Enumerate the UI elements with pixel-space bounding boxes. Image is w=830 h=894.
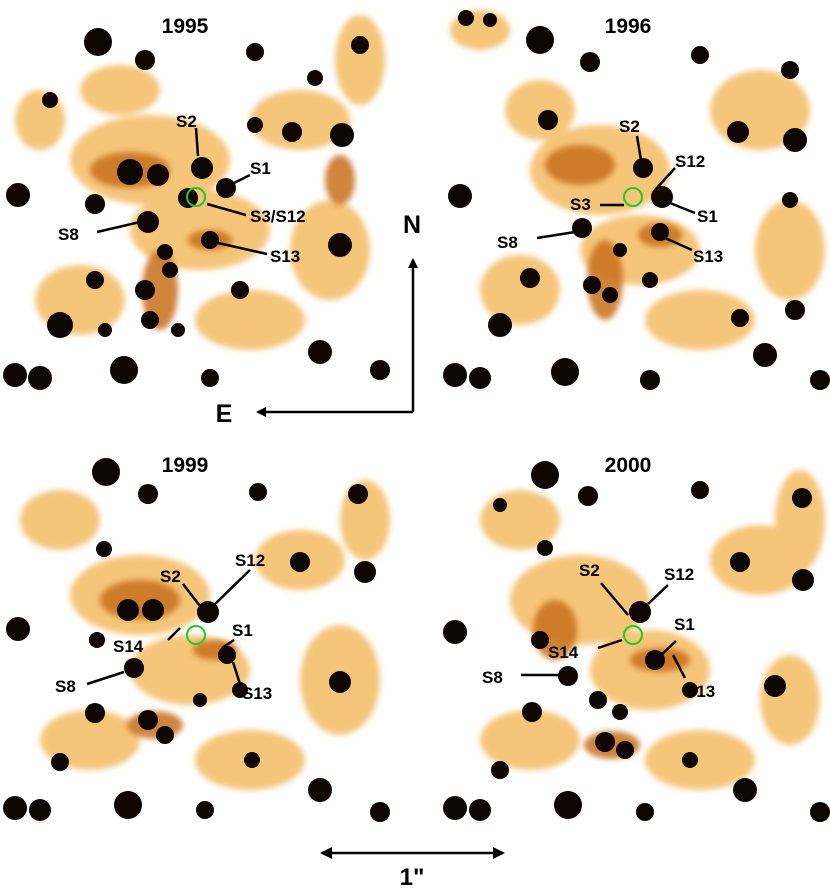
panel-1996: 1996 S2 S12 S3 S1 S8 S13	[442, 2, 830, 390]
star-label-s13: S13	[685, 682, 715, 701]
star-label-s1: S1	[674, 615, 695, 634]
label-lines	[96, 127, 268, 256]
diffuse-emission	[480, 470, 825, 790]
star-label-s14: S14	[548, 643, 579, 662]
star-label-s8: S8	[55, 677, 76, 696]
star-label-s12: S12	[675, 152, 705, 171]
sgr-a-marker	[186, 625, 206, 645]
compass-north: N	[403, 211, 421, 239]
panel-year: 1996	[605, 15, 652, 38]
sgr-a-marker	[623, 625, 643, 645]
star-label-s13: S13	[242, 684, 272, 703]
panel-year: 2000	[605, 454, 652, 477]
star-label-s14: S14	[113, 637, 144, 656]
compass-east: E	[216, 400, 233, 428]
star-label-s2: S2	[579, 561, 600, 580]
star-label-s12: S12	[664, 565, 694, 584]
star-label-s1: S1	[232, 621, 253, 640]
star-label-s2: S2	[176, 112, 197, 131]
label-lines	[521, 582, 687, 679]
panel-year: 1999	[162, 454, 209, 477]
panel-1995: 1995 S2 S1 S3/S12 S8 S13	[2, 2, 390, 390]
star-label-s1: S1	[697, 207, 718, 226]
scale-bar: 1"	[320, 847, 505, 891]
star-label-s3-s12: S3/S12	[250, 207, 306, 226]
sgr-a-marker	[623, 187, 643, 207]
stars	[3, 458, 390, 822]
star-label-s13: S13	[693, 247, 723, 266]
star-label-s8: S8	[482, 668, 503, 687]
panel-2000: 2000 S2 S12 S1 S14 S8 S13	[442, 440, 830, 828]
scale-label: 1"	[400, 864, 425, 889]
sgr-a-marker	[186, 187, 206, 207]
stars	[3, 28, 390, 390]
panel-year: 1995	[162, 15, 209, 38]
star-label-s2: S2	[619, 117, 640, 136]
star-label-s13: S13	[270, 247, 300, 266]
label-lines	[536, 135, 696, 252]
stars	[443, 461, 830, 822]
panel-1999: 1999 S2 S12 S14 S1 S8 S13	[2, 440, 390, 828]
star-label-s8: S8	[58, 225, 79, 244]
star-label-s3: S3	[570, 195, 591, 214]
star-label-s8: S8	[497, 233, 518, 252]
star-label-s2: S2	[160, 567, 181, 586]
label-lines	[86, 569, 251, 686]
star-label-s12: S12	[235, 551, 265, 570]
stars	[443, 10, 830, 390]
star-label-s1: S1	[250, 159, 271, 178]
compass: N E	[216, 211, 421, 428]
